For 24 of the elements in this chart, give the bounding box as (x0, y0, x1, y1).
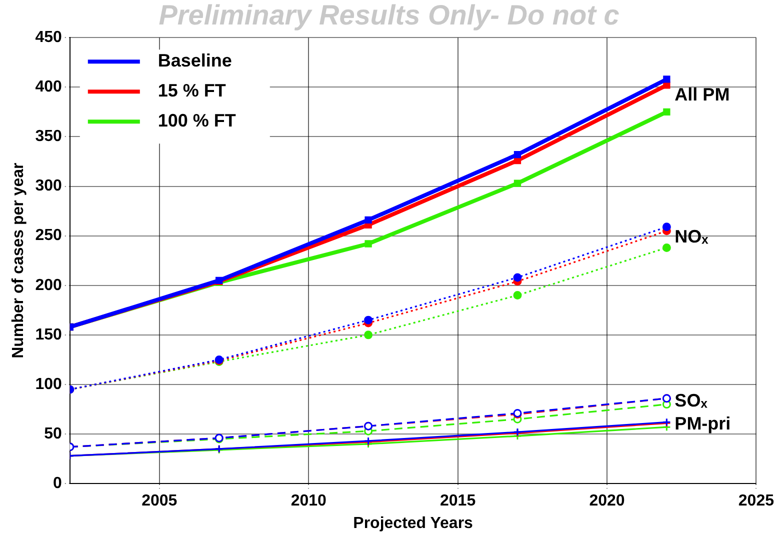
y-tick-label: 400 (35, 78, 62, 96)
annotation: PM-pri (674, 414, 731, 434)
annotation: SOₓ (674, 390, 708, 410)
y-tick-label: 100 (35, 376, 62, 393)
x-tick-label: 2010 (290, 492, 327, 510)
legend-label: 15 % FT (158, 80, 226, 101)
annotation: All PM (674, 84, 730, 105)
y-tick-label: 150 (35, 326, 62, 344)
x-tick-label: 2025 (738, 492, 774, 510)
y-tick-label: 300 (35, 178, 62, 195)
y-tick-label: 0 (52, 475, 62, 492)
y-tick-label: 350 (35, 128, 62, 146)
x-tick-label: 2020 (589, 492, 625, 510)
y-axis-title: Number of cases per year (10, 162, 28, 358)
legend-label: 100 % FT (158, 110, 236, 131)
y-tick-label: 200 (35, 276, 62, 294)
x-tick-label: 2005 (142, 492, 178, 510)
y-tick-label: 450 (35, 29, 62, 46)
y-tick-label: 50 (44, 425, 62, 442)
y-tick-label: 250 (35, 227, 62, 244)
x-axis-title: Projected Years (353, 514, 474, 532)
annotation: NOₓ (674, 226, 709, 246)
x-tick-label: 2015 (440, 492, 476, 510)
legend-label: Baseline (158, 50, 232, 71)
